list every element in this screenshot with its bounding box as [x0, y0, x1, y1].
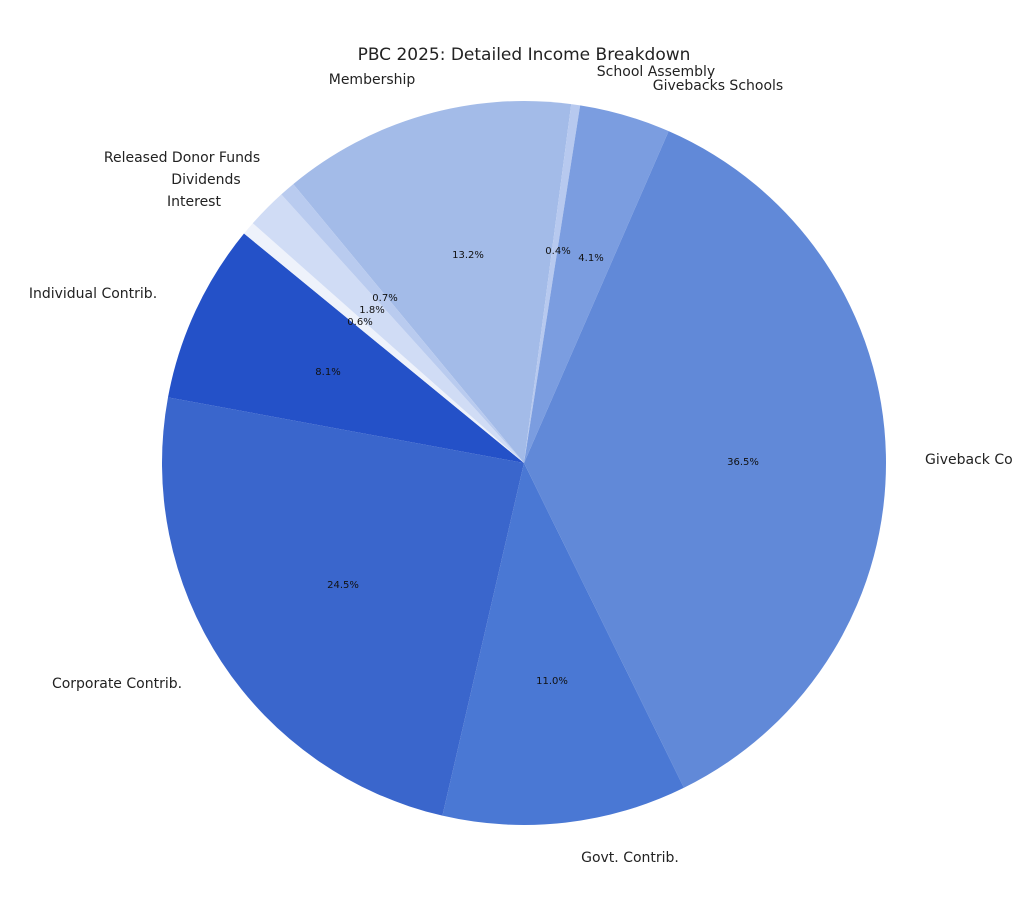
slice-label: School Assembly: [597, 64, 715, 80]
slice-label: Interest: [167, 194, 221, 210]
value-label: 11.0%: [536, 676, 568, 687]
pie-slice: [244, 223, 525, 463]
value-label: 8.1%: [315, 367, 340, 378]
slice-label: Dividends: [171, 172, 240, 188]
pie-slice: [281, 184, 524, 463]
value-label: 24.5%: [327, 580, 359, 591]
chart-title: PBC 2025: Detailed Income Breakdown: [358, 45, 691, 65]
pie-slice: [167, 233, 524, 463]
value-label: 0.6%: [347, 317, 372, 328]
value-label: 4.1%: [578, 253, 603, 264]
value-label: 0.7%: [372, 293, 397, 304]
slice-label: Released Donor Funds: [104, 150, 260, 166]
value-label: 0.4%: [545, 246, 570, 257]
slice-label: Individual Contrib.: [29, 286, 157, 302]
value-label: 36.5%: [727, 457, 759, 468]
value-label: 1.8%: [359, 305, 384, 316]
slice-label: Corporate Contrib.: [52, 676, 182, 692]
pie-slice: [162, 397, 525, 816]
slice-label: Membership: [329, 72, 416, 88]
pie-slice: [293, 101, 572, 464]
pie-slice: [524, 104, 581, 463]
value-label: 13.2%: [452, 250, 484, 261]
slice-label: Giveback Co: [925, 452, 1013, 468]
pie-slice: [524, 131, 886, 788]
slice-label: Govt. Contrib.: [581, 850, 679, 866]
pie-slice: [524, 105, 669, 464]
pie-slice: [252, 194, 524, 463]
pie-slice: [442, 463, 684, 826]
slice-label: Givebacks Schools: [653, 78, 783, 94]
